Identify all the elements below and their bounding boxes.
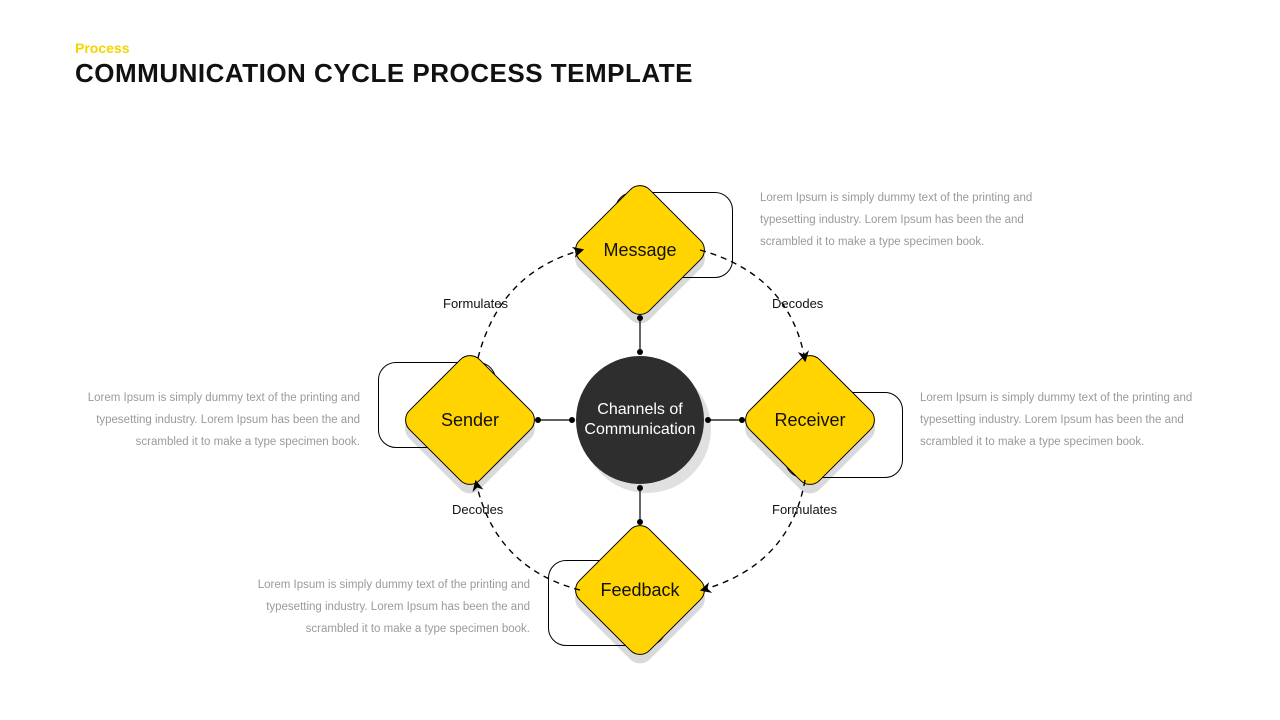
- annot-decodes-bl: Decodes: [452, 502, 503, 517]
- node-message: Message: [590, 200, 690, 300]
- node-label-sender: Sender: [420, 370, 520, 470]
- node-receiver: Receiver: [760, 370, 860, 470]
- node-sender: Sender: [420, 370, 520, 470]
- annot-formulates-br: Formulates: [772, 502, 837, 517]
- node-feedback: Feedback: [590, 540, 690, 640]
- desc-left: Lorem Ipsum is simply dummy text of the …: [60, 388, 360, 454]
- annot-decodes-tr: Decodes: [772, 296, 823, 311]
- node-label-receiver: Receiver: [760, 370, 860, 470]
- desc-top: Lorem Ipsum is simply dummy text of the …: [760, 188, 1060, 254]
- center-node: Channels of Communication: [576, 356, 704, 484]
- annot-formulates-tl: Formulates: [443, 296, 508, 311]
- node-label-message: Message: [590, 200, 690, 300]
- desc-bottom: Lorem Ipsum is simply dummy text of the …: [230, 575, 530, 641]
- center-label: Channels of Communication: [584, 400, 695, 440]
- desc-right: Lorem Ipsum is simply dummy text of the …: [920, 388, 1220, 454]
- node-label-feedback: Feedback: [590, 540, 690, 640]
- cycle-diagram: Channels of Communication Message Receiv…: [0, 0, 1280, 720]
